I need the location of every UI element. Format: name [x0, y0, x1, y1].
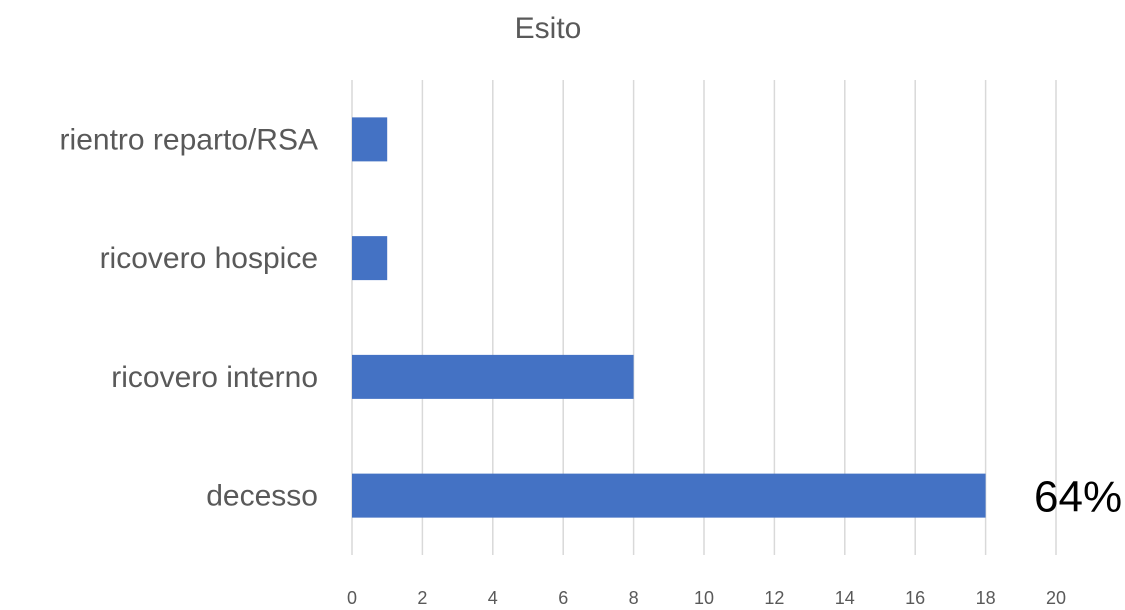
category-labels: rientro reparto/RSA ricovero hospice ricov… — [60, 123, 318, 512]
bar-annotation: 64% — [1034, 473, 1122, 522]
bar-1 — [352, 236, 388, 281]
x-tick-label: 0 — [347, 588, 357, 608]
annotations: 64% — [1034, 473, 1122, 522]
category-label: ricovero hospice — [100, 242, 318, 275]
x-tick-label: 16 — [905, 588, 925, 608]
x-tick-label: 2 — [417, 588, 427, 608]
bar-2 — [352, 354, 634, 399]
x-tick-label: 8 — [629, 588, 639, 608]
chart-title: Esito — [515, 12, 582, 45]
x-tick-label: 6 — [558, 588, 568, 608]
bar-0 — [352, 117, 388, 162]
bar-3 — [352, 473, 986, 518]
category-label: decesso — [206, 480, 318, 513]
bars — [352, 117, 986, 518]
x-tick-label: 4 — [488, 588, 498, 608]
x-tick-label: 10 — [694, 588, 714, 608]
category-label: ricovero interno — [111, 361, 318, 394]
category-label: rientro reparto/RSA — [60, 123, 318, 156]
x-tick-label: 20 — [1046, 588, 1066, 608]
x-tick-label: 14 — [835, 588, 855, 608]
x-tick-label: 12 — [764, 588, 784, 608]
x-axis-ticks: 0 2 4 6 8 10 12 14 16 18 20 — [347, 588, 1066, 608]
x-tick-label: 18 — [976, 588, 996, 608]
